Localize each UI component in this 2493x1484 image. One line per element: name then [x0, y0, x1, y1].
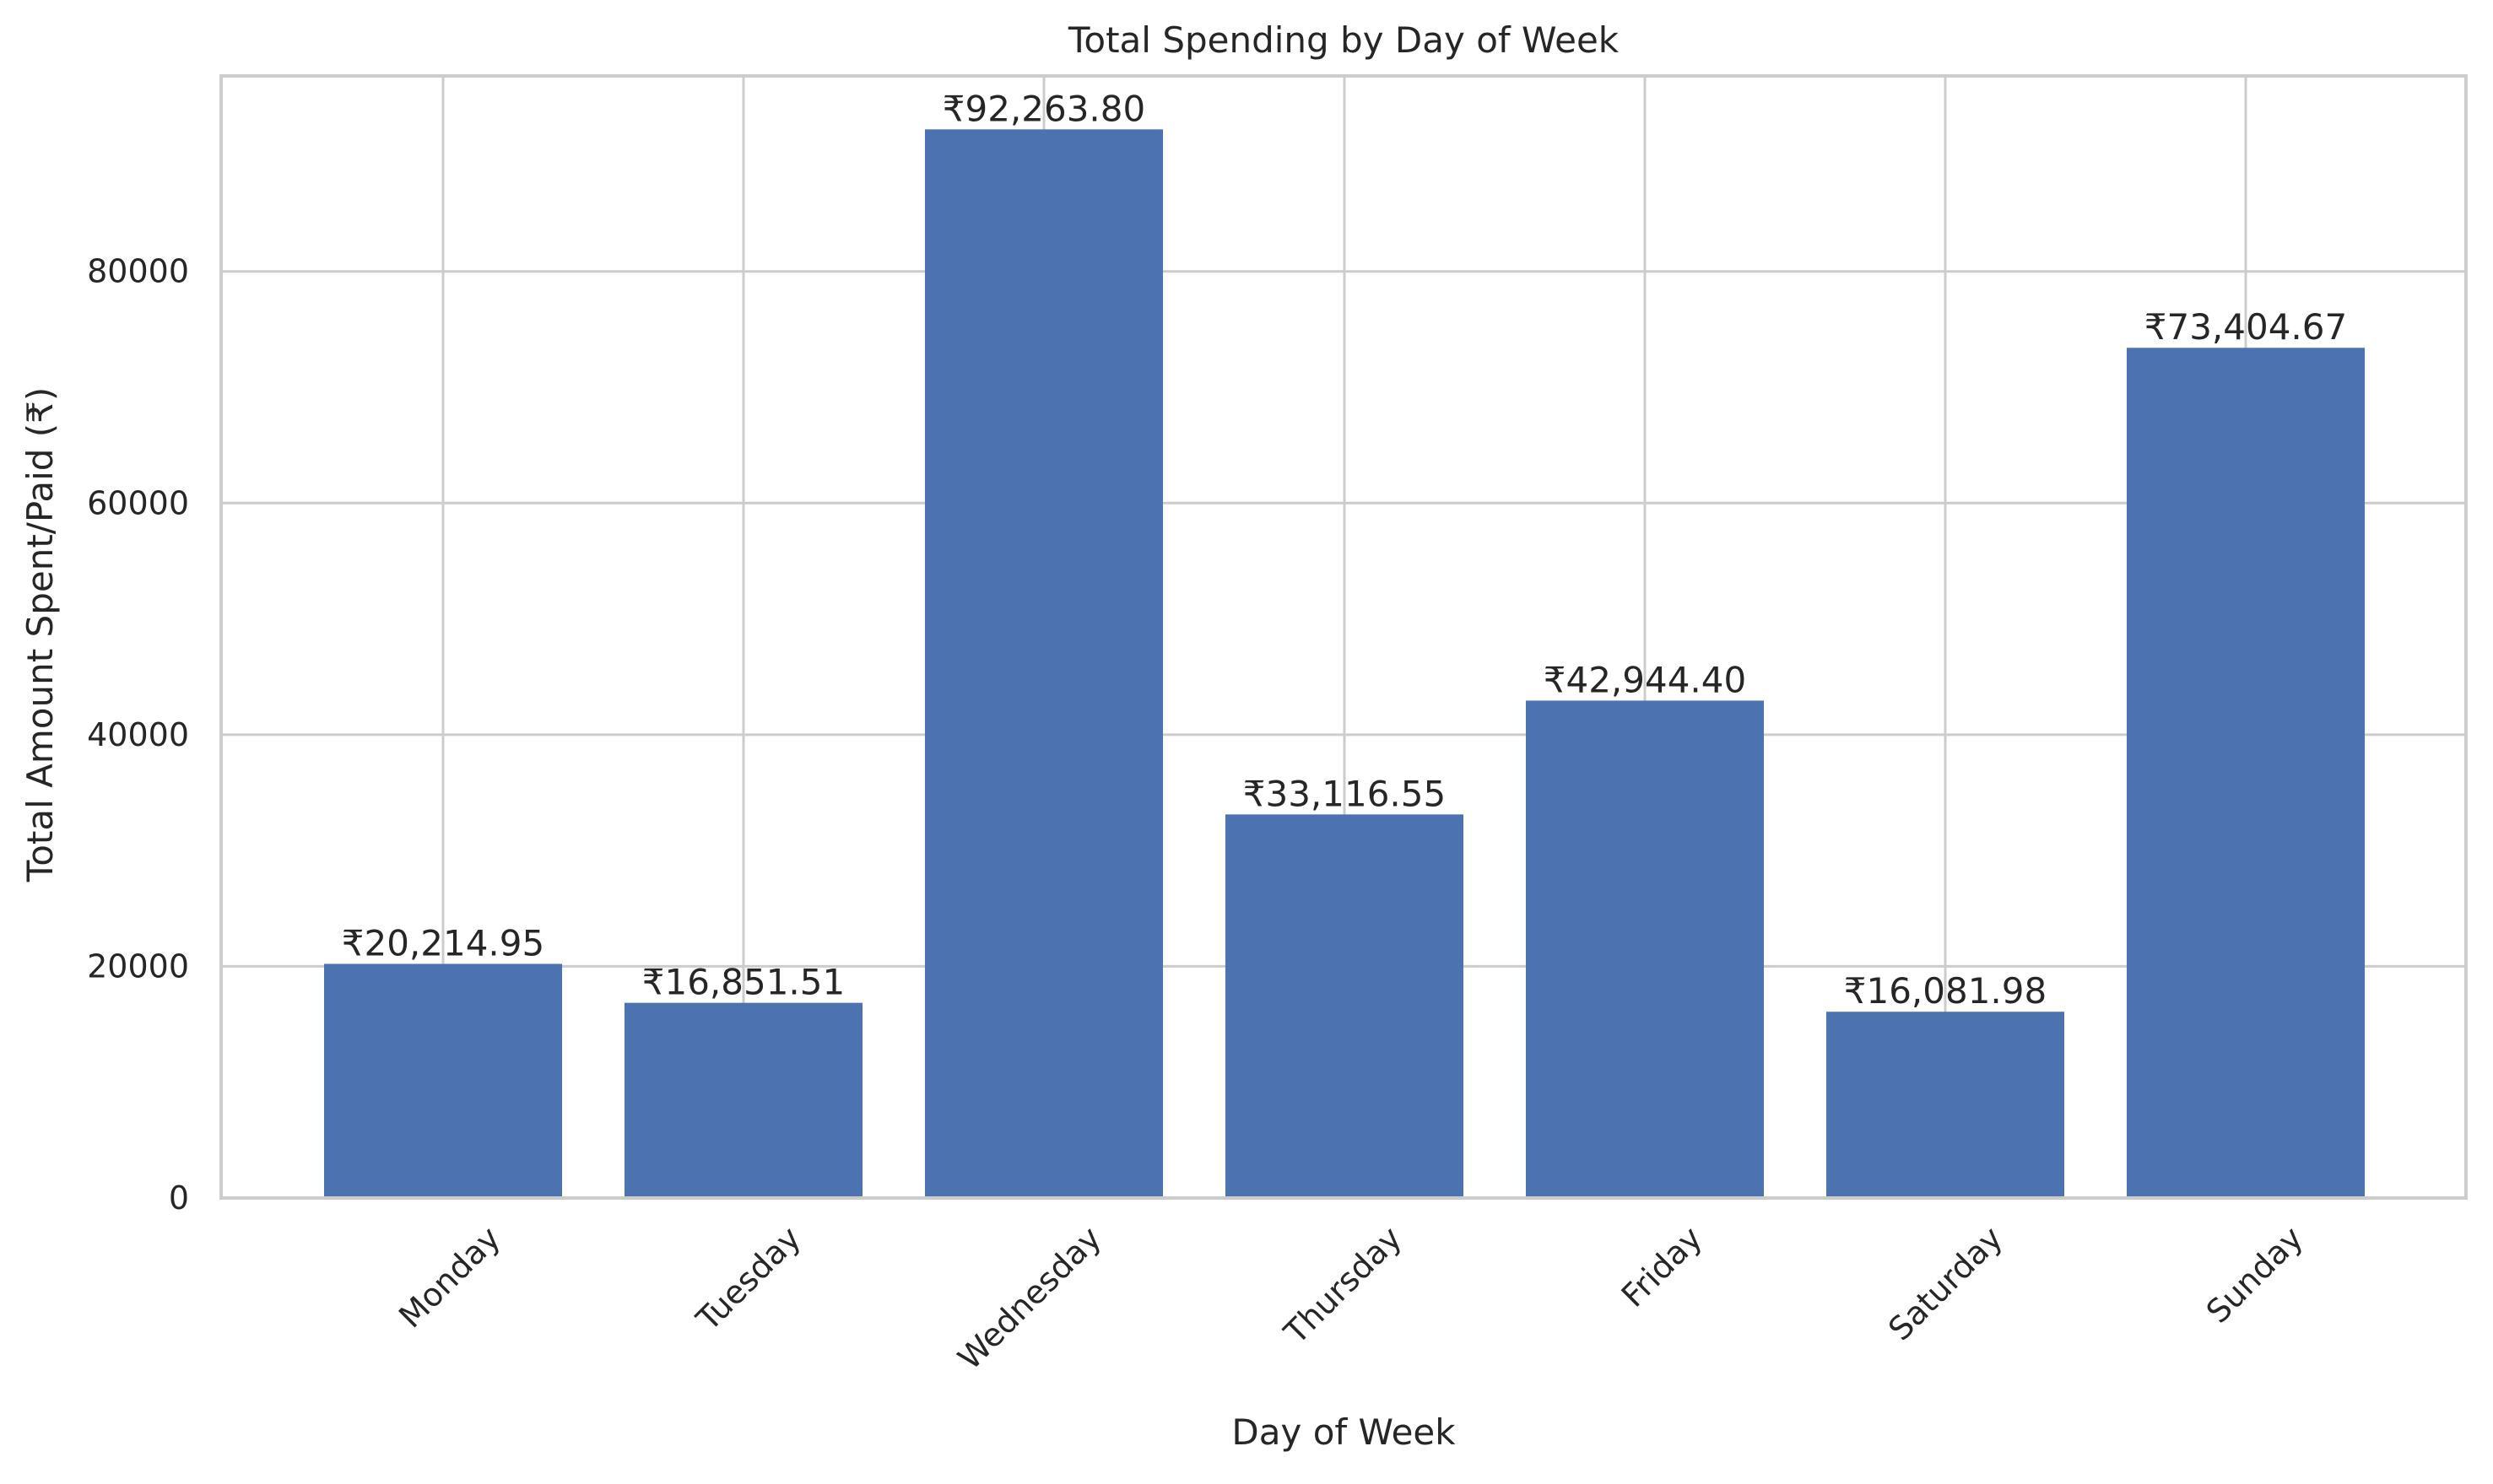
plot-frame: [219, 74, 2468, 1200]
y-tick-label: 20000: [87, 947, 189, 985]
data-label-friday: ₹42,944.40: [1544, 659, 1746, 700]
bar-wednesday: [925, 129, 1163, 1198]
data-label-sunday: ₹73,404.67: [2144, 306, 2347, 348]
bar-friday: [1526, 700, 1764, 1198]
y-tick-labels: 0 20000 40000 60000 80000: [87, 253, 189, 1217]
data-label-monday: ₹20,214.95: [342, 922, 544, 963]
x-tick-label-sunday: Sunday: [2199, 1219, 2311, 1330]
x-tick-label-thursday: Thursday: [1277, 1219, 1409, 1352]
bar-sunday: [2127, 348, 2365, 1198]
x-tick-label-monday: Monday: [392, 1219, 507, 1335]
grid-lines: [221, 76, 2466, 1200]
y-tick-label: 80000: [87, 253, 189, 290]
x-tick-labels: Monday Tuesday Wednesday Thursday Friday Satu…: [392, 1219, 2310, 1377]
data-label-thursday: ₹33,116.55: [1243, 773, 1446, 814]
bar-tuesday: [625, 1002, 863, 1198]
x-tick-label-wednesday: Wednesday: [951, 1219, 1109, 1377]
x-tick-label-tuesday: Tuesday: [689, 1219, 808, 1338]
bar-monday: [324, 963, 562, 1198]
chart-title: Total Spending by Day of Week: [1068, 19, 1620, 61]
data-label-saturday: ₹16,081.98: [1844, 970, 2047, 1012]
y-tick-label: 60000: [87, 484, 189, 521]
bar-saturday: [1826, 1012, 2064, 1198]
y-axis-label: Total Amount Spent/Paid (₹): [19, 387, 61, 883]
y-tick-label: 40000: [87, 716, 189, 753]
bars: [324, 129, 2365, 1198]
x-tick-label-saturday: Saturday: [1881, 1219, 2009, 1347]
x-axis-label: Day of Week: [1231, 1411, 1456, 1453]
x-tick-label-friday: Friday: [1614, 1219, 1710, 1314]
data-labels: ₹20,214.95 ₹16,851.51 ₹92,263.80 ₹33,116.55…: [342, 88, 2347, 1012]
bar-thursday: [1225, 814, 1463, 1198]
data-label-wednesday: ₹92,263.80: [943, 88, 1145, 129]
plot-frame-rect: [219, 74, 2468, 1200]
y-tick-label: 0: [169, 1179, 189, 1217]
data-label-tuesday: ₹16,851.51: [642, 962, 845, 1003]
